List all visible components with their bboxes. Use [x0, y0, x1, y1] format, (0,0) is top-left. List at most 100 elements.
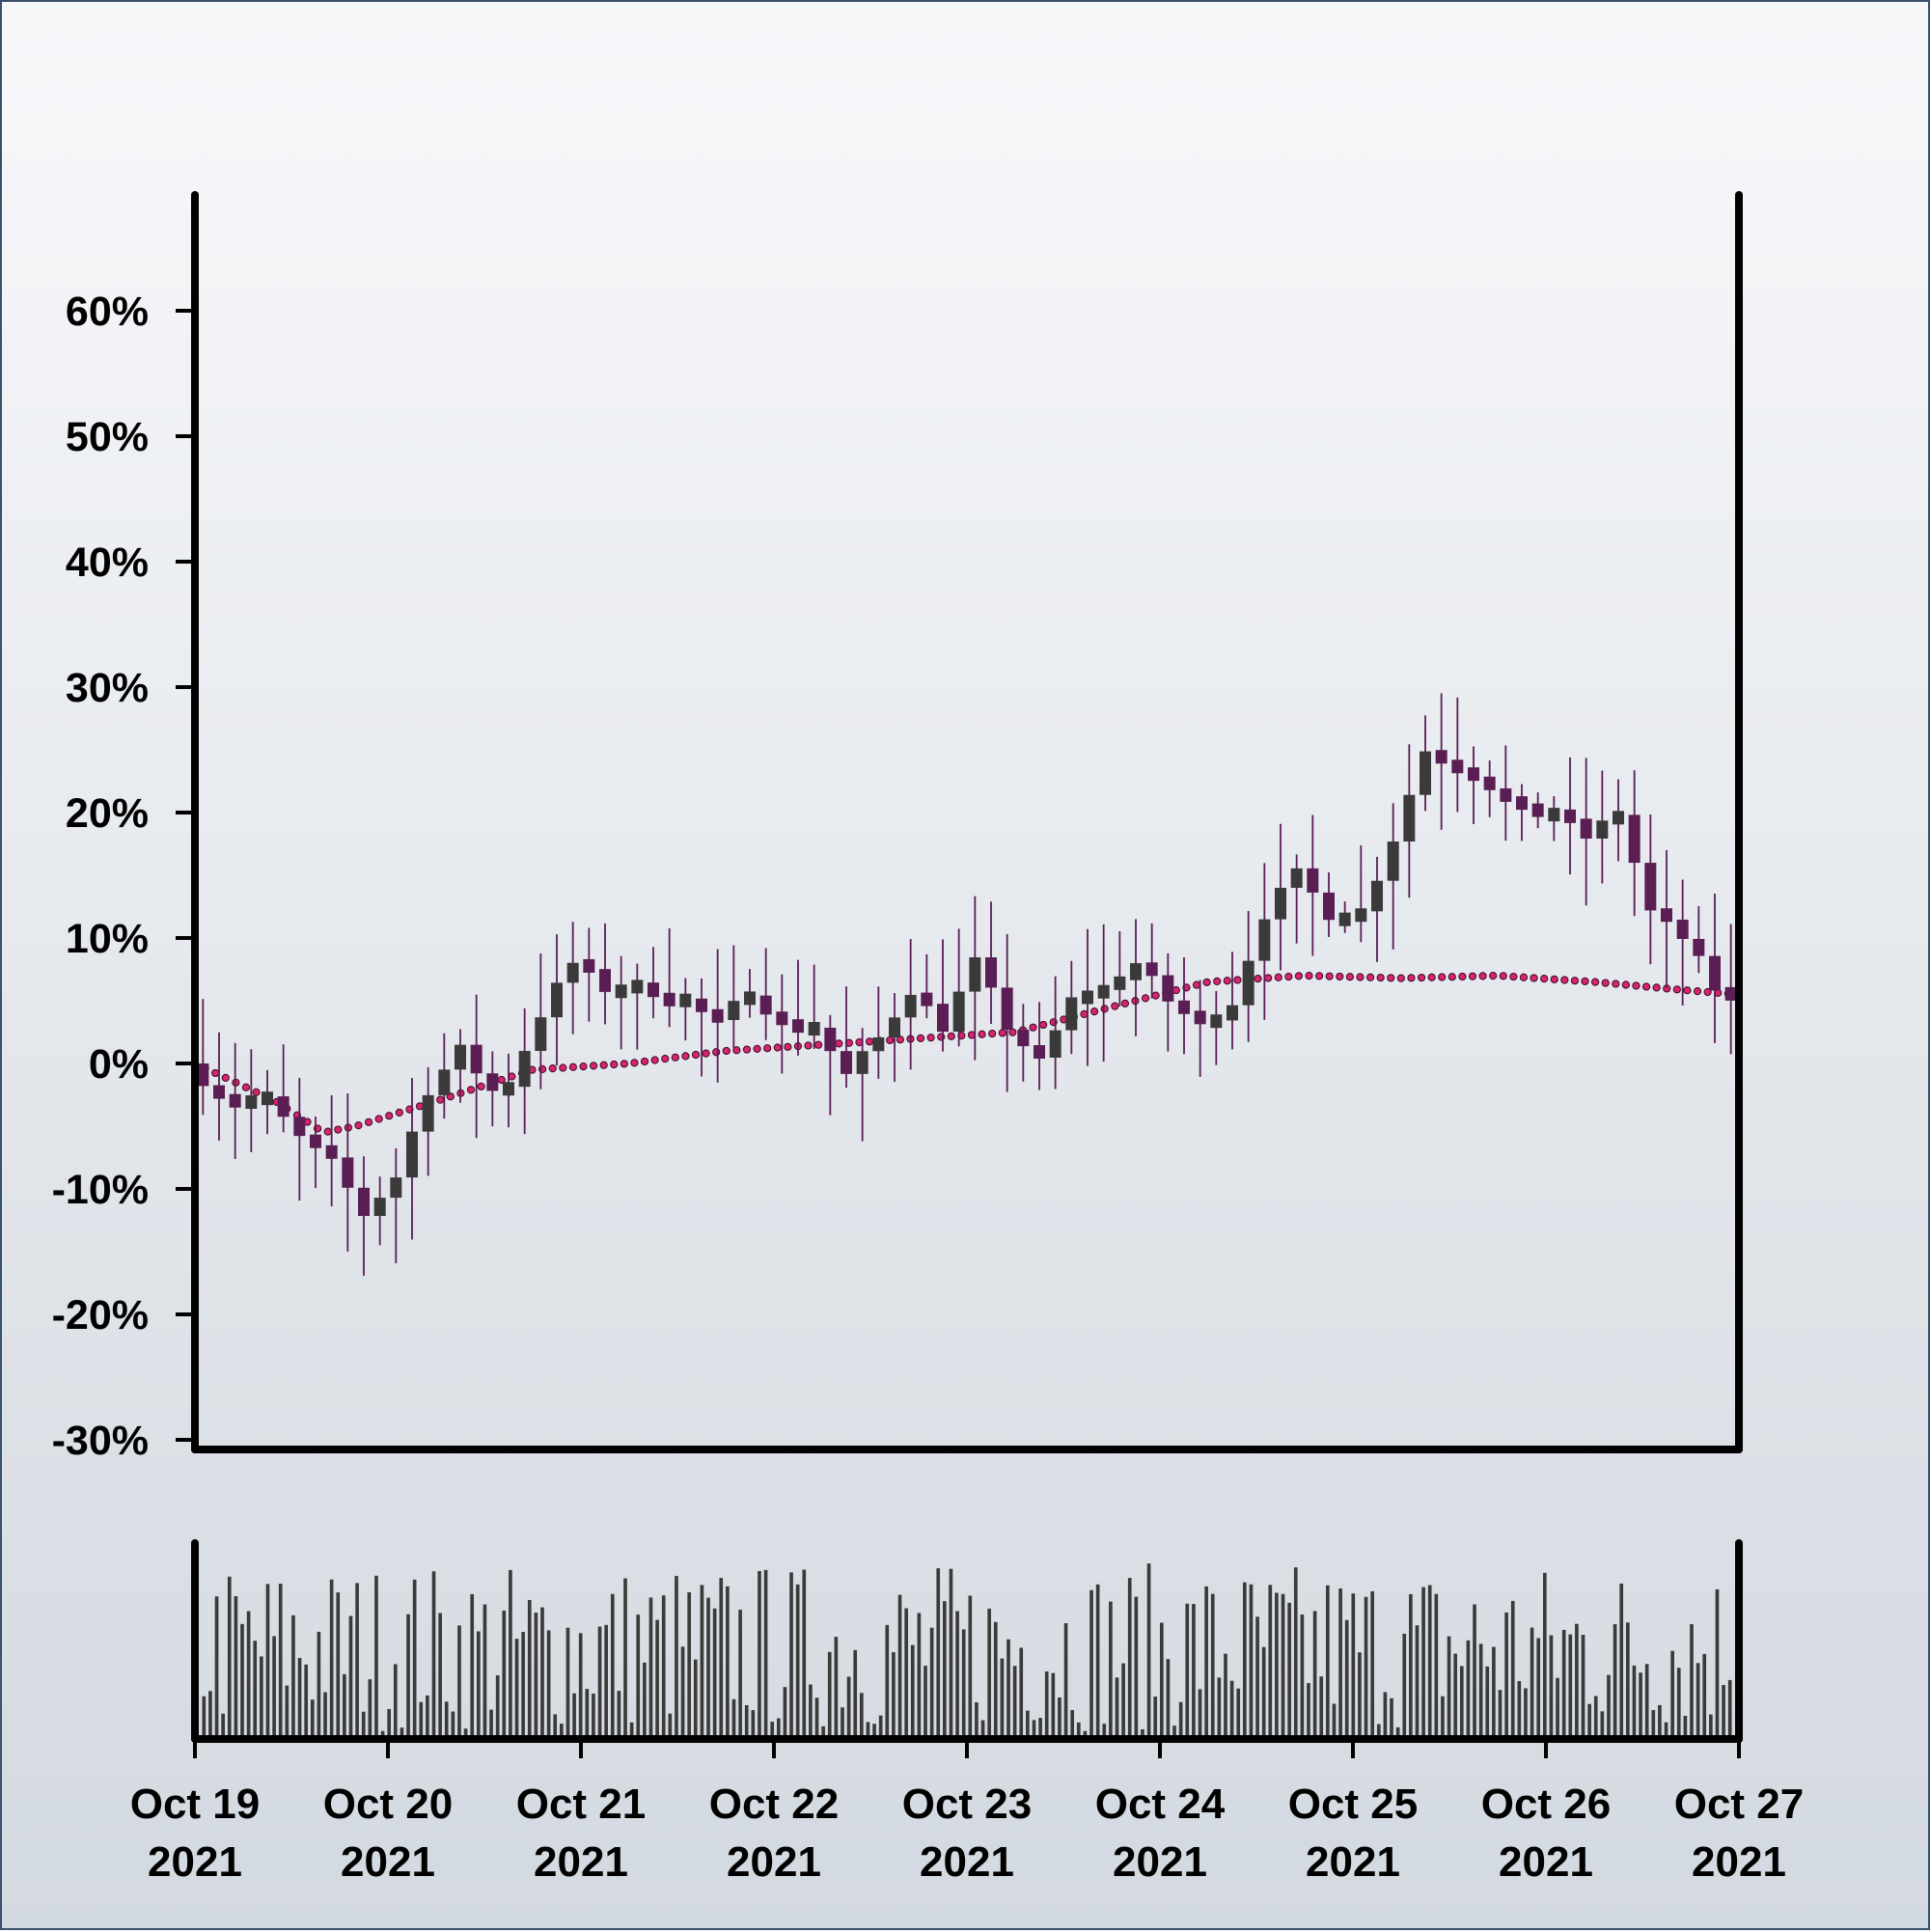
- candle-body: [1210, 1014, 1223, 1029]
- moving-average-point: [599, 1061, 608, 1069]
- volume-bar: [809, 1684, 813, 1739]
- candle-body: [583, 958, 595, 973]
- candle-body: [1275, 888, 1286, 920]
- volume-bar: [368, 1679, 372, 1739]
- moving-average-point: [1509, 972, 1518, 981]
- candle-body: [969, 957, 981, 992]
- volume-bar: [1459, 1666, 1464, 1739]
- volume-bar: [949, 1568, 953, 1739]
- volume-bar: [783, 1687, 787, 1739]
- candle-body: [615, 984, 627, 999]
- candle-body: [229, 1093, 241, 1108]
- volume-bar: [1319, 1676, 1324, 1739]
- volume-bar: [1530, 1627, 1534, 1739]
- volume-bar: [814, 1697, 819, 1739]
- moving-average-point: [640, 1057, 649, 1066]
- volume-bar: [1000, 1658, 1005, 1739]
- volume-bar: [776, 1718, 781, 1739]
- x-tick-label: Oct 20 2021: [323, 1780, 454, 1886]
- volume-bar: [872, 1724, 876, 1739]
- volume-bar: [1473, 1604, 1476, 1739]
- moving-average-point: [1192, 980, 1201, 989]
- volume-bar: [221, 1713, 225, 1739]
- candle-body: [1258, 919, 1271, 961]
- volume-bar: [604, 1624, 608, 1739]
- volume-bar: [1076, 1722, 1081, 1739]
- volume-bar: [700, 1585, 704, 1739]
- volume-bar: [1549, 1635, 1554, 1739]
- candle-body: [503, 1082, 514, 1096]
- moving-average-point: [722, 1046, 731, 1056]
- moving-average-point: [712, 1048, 721, 1057]
- volume-bar: [387, 1708, 392, 1739]
- volume-bar: [878, 1715, 883, 1739]
- moving-average-point: [364, 1118, 373, 1126]
- volume-bar: [412, 1579, 417, 1739]
- candle-body: [245, 1094, 258, 1109]
- volume-bar: [897, 1594, 902, 1739]
- volume-bar: [1185, 1603, 1190, 1739]
- candle-body: [1387, 842, 1399, 881]
- volume-bar: [904, 1608, 908, 1739]
- volume-bar: [789, 1572, 793, 1739]
- volume-bar: [489, 1709, 493, 1739]
- volume-bar: [253, 1641, 258, 1739]
- volume-bar: [1524, 1688, 1528, 1739]
- candle-body: [952, 991, 965, 1033]
- volume-bar: [712, 1608, 717, 1739]
- volume-bar: [1268, 1585, 1273, 1739]
- moving-average-point: [620, 1060, 628, 1068]
- volume-bar: [821, 1725, 825, 1739]
- candle-body: [1371, 880, 1383, 912]
- volume-bar: [1332, 1703, 1337, 1739]
- volume-bar: [374, 1575, 378, 1739]
- candle-body: [1242, 960, 1254, 1006]
- moving-average-point: [661, 1055, 670, 1063]
- volume-bar: [546, 1630, 551, 1739]
- candle-body: [310, 1134, 321, 1148]
- volume-bar: [802, 1569, 807, 1739]
- volume-bar: [795, 1584, 800, 1739]
- volume-bar: [719, 1578, 724, 1739]
- volume-bar: [1159, 1622, 1164, 1739]
- x-tick-label-date: Oct 22: [709, 1780, 840, 1828]
- candle-body: [1403, 794, 1416, 842]
- moving-average-point: [1029, 1023, 1037, 1032]
- candle-body: [631, 980, 644, 994]
- volume-bar: [1255, 1616, 1259, 1739]
- volume-bar: [272, 1636, 276, 1739]
- volume-bar: [1006, 1639, 1010, 1739]
- volume-bar: [1587, 1703, 1591, 1739]
- candle-body: [518, 1051, 531, 1088]
- moving-average-point: [395, 1108, 403, 1118]
- moving-average-point: [1652, 983, 1661, 992]
- volume-bar: [968, 1595, 973, 1739]
- moving-average-point: [1233, 976, 1242, 984]
- moving-average-point: [1499, 972, 1507, 980]
- candle-body: [325, 1145, 338, 1159]
- x-tick-label-date: Oct 21: [516, 1780, 647, 1828]
- candle-body: [438, 1069, 451, 1095]
- volume-bar: [961, 1629, 966, 1739]
- volume-bar: [285, 1685, 290, 1739]
- moving-average-point: [252, 1088, 261, 1096]
- volume-bar: [744, 1704, 749, 1739]
- volume-bar: [758, 1570, 761, 1739]
- volume-bar: [214, 1596, 219, 1739]
- moving-average-point: [1530, 974, 1538, 982]
- moving-average-point: [926, 1034, 935, 1042]
- moving-average-point: [1417, 973, 1426, 982]
- volume-bar: [310, 1699, 315, 1739]
- volume-bar: [1542, 1572, 1547, 1739]
- x-tick-label-year: 2021: [727, 1838, 821, 1886]
- moving-average-point: [916, 1034, 925, 1042]
- volume-bar: [1485, 1666, 1490, 1739]
- y-tick-label: 40%: [66, 539, 149, 586]
- volume-bar: [597, 1626, 602, 1739]
- volume-bar: [924, 1666, 927, 1739]
- volume-bar: [355, 1583, 359, 1739]
- moving-average-point: [1336, 972, 1344, 981]
- volume-bar: [1300, 1615, 1305, 1739]
- volume-bar: [866, 1722, 870, 1739]
